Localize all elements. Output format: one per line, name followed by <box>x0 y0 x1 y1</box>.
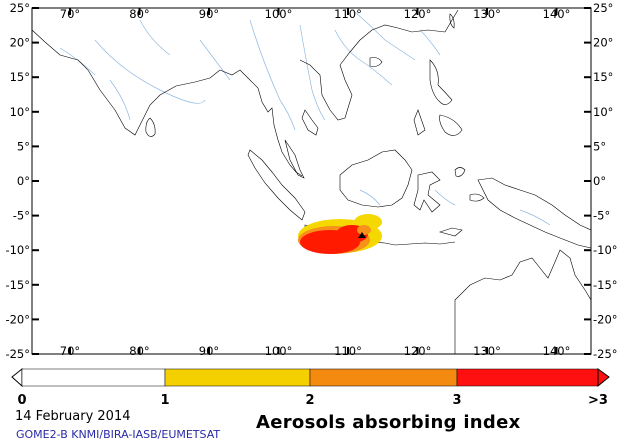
lat-label-right: 10° <box>593 105 613 119</box>
aerosol-plume <box>298 214 382 254</box>
lon-label-bottom: 140° <box>543 344 571 358</box>
lon-label-top: 100° <box>265 7 293 21</box>
colorbar-bin <box>456 368 599 387</box>
lat-label-right: 20° <box>593 36 613 50</box>
lat-label-left: -15° <box>5 278 30 292</box>
lat-label-left: -20° <box>5 312 30 326</box>
lon-label-top: 90° <box>199 7 219 21</box>
colorbar-bin <box>309 368 458 387</box>
lat-label-left: 15° <box>10 70 30 84</box>
colorbar: 0 1 2 3 >3 <box>11 367 610 408</box>
lat-label-right: -20° <box>593 312 618 326</box>
lon-label-top: 70° <box>60 7 80 21</box>
lat-label-left: -10° <box>5 243 30 257</box>
lat-labels-right: 25° 20° 15° 10° 5° 0° -5° -10° -15° -20° -25° <box>593 1 618 361</box>
lat-labels-left: 25° 20° 15° 10° 5° 0° -5° -10° -15° -20° -25° <box>5 1 30 361</box>
lon-label-top: 110° <box>334 7 362 21</box>
lon-labels-bottom: 70° 80° 90° 100° 110° 120° 130° 140° <box>60 344 571 358</box>
lat-label-left: 25° <box>10 1 30 15</box>
lon-labels-top: 70° 80° 90° 100° 110° 120° 130° 140° <box>60 7 571 21</box>
frame-ticks <box>32 7 591 355</box>
lat-label-right: -10° <box>593 243 618 257</box>
lon-label-bottom: 110° <box>334 344 362 358</box>
lat-label-left: 20° <box>10 36 30 50</box>
lon-label-top: 120° <box>404 7 432 21</box>
colorbar-label-0: 0 <box>17 393 26 408</box>
map-frame <box>31 7 592 355</box>
rivers-layer <box>59 11 551 226</box>
lon-label-top: 130° <box>473 7 501 21</box>
lat-label-right: -15° <box>593 278 618 292</box>
lat-label-left: 10° <box>10 105 30 119</box>
colorbar-bin <box>164 368 311 387</box>
credit-label: GOME2-B KNMI/BIRA-IASB/EUMETSAT <box>16 428 221 441</box>
lat-label-right: -25° <box>593 347 618 361</box>
colorbar-left-arrow <box>11 367 23 388</box>
colorbar-label-3: 3 <box>452 393 461 408</box>
colorbar-label-2: 2 <box>305 393 314 408</box>
lon-label-bottom: 80° <box>129 344 149 358</box>
lat-label-left: 0° <box>17 174 30 188</box>
lon-label-bottom: 70° <box>60 344 80 358</box>
colorbar-label-4: >3 <box>588 393 608 408</box>
colorbar-label-1: 1 <box>160 393 169 408</box>
date-label: 14 February 2014 <box>15 409 131 424</box>
lat-label-left: -25° <box>5 347 30 361</box>
lat-label-left: -5° <box>13 209 30 223</box>
lat-label-right: 15° <box>593 70 613 84</box>
colorbar-right-arrow <box>597 368 610 388</box>
lon-label-bottom: 90° <box>199 344 219 358</box>
colorbar-title: Aerosols absorbing index <box>256 412 521 433</box>
lat-label-right: 0° <box>593 174 606 188</box>
volcano-marker <box>358 232 366 238</box>
lat-label-left: 5° <box>17 139 30 153</box>
lon-label-bottom: 120° <box>404 344 432 358</box>
lat-label-right: 5° <box>593 139 606 153</box>
lon-label-top: 80° <box>129 7 149 21</box>
lon-label-top: 140° <box>543 7 571 21</box>
lat-label-right: -5° <box>593 209 610 223</box>
lon-label-bottom: 130° <box>473 344 501 358</box>
lon-label-bottom: 100° <box>265 344 293 358</box>
lat-label-right: 25° <box>593 1 613 15</box>
colorbar-bin <box>21 368 166 387</box>
